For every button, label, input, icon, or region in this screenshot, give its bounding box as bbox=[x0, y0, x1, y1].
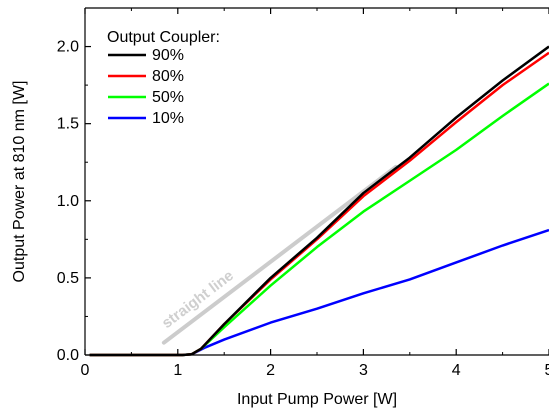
legend-label-90pct: 90% bbox=[152, 47, 184, 64]
y-tick-label: 2.0 bbox=[57, 39, 79, 56]
x-tick-label: 1 bbox=[173, 362, 182, 379]
legend-title: Output Coupler: bbox=[107, 29, 220, 46]
x-tick-label: 0 bbox=[81, 362, 90, 379]
series-line-90pct bbox=[89, 45, 549, 357]
y-tick-label: 1.0 bbox=[57, 193, 79, 210]
straight-line-reference bbox=[161, 164, 398, 345]
y-tick-label: 0.5 bbox=[57, 270, 79, 287]
x-tick-label: 2 bbox=[266, 362, 275, 379]
x-tick-label: 3 bbox=[359, 362, 368, 379]
x-axis-label: Input Pump Power [W] bbox=[237, 391, 397, 408]
legend: Output Coupler:90% 80% 50% 10% bbox=[107, 29, 220, 127]
legend-label-50pct: 50% bbox=[152, 89, 184, 106]
legend-label-10pct: 10% bbox=[152, 110, 184, 127]
x-tick-label: 5 bbox=[545, 362, 549, 379]
series-line-10pct bbox=[89, 228, 549, 357]
axes-layer: 0 1 2 3 4 5 0.0 0.5 1.0 1.5 2.0 bbox=[57, 7, 549, 379]
x-tick-label: 4 bbox=[452, 362, 461, 379]
y-tick-label: 1.5 bbox=[57, 116, 79, 133]
y-tick-label: 0.0 bbox=[57, 347, 79, 364]
y-axis-label: Output Power at 810 nm [W] bbox=[11, 81, 28, 283]
legend-label-80pct: 80% bbox=[152, 68, 184, 85]
